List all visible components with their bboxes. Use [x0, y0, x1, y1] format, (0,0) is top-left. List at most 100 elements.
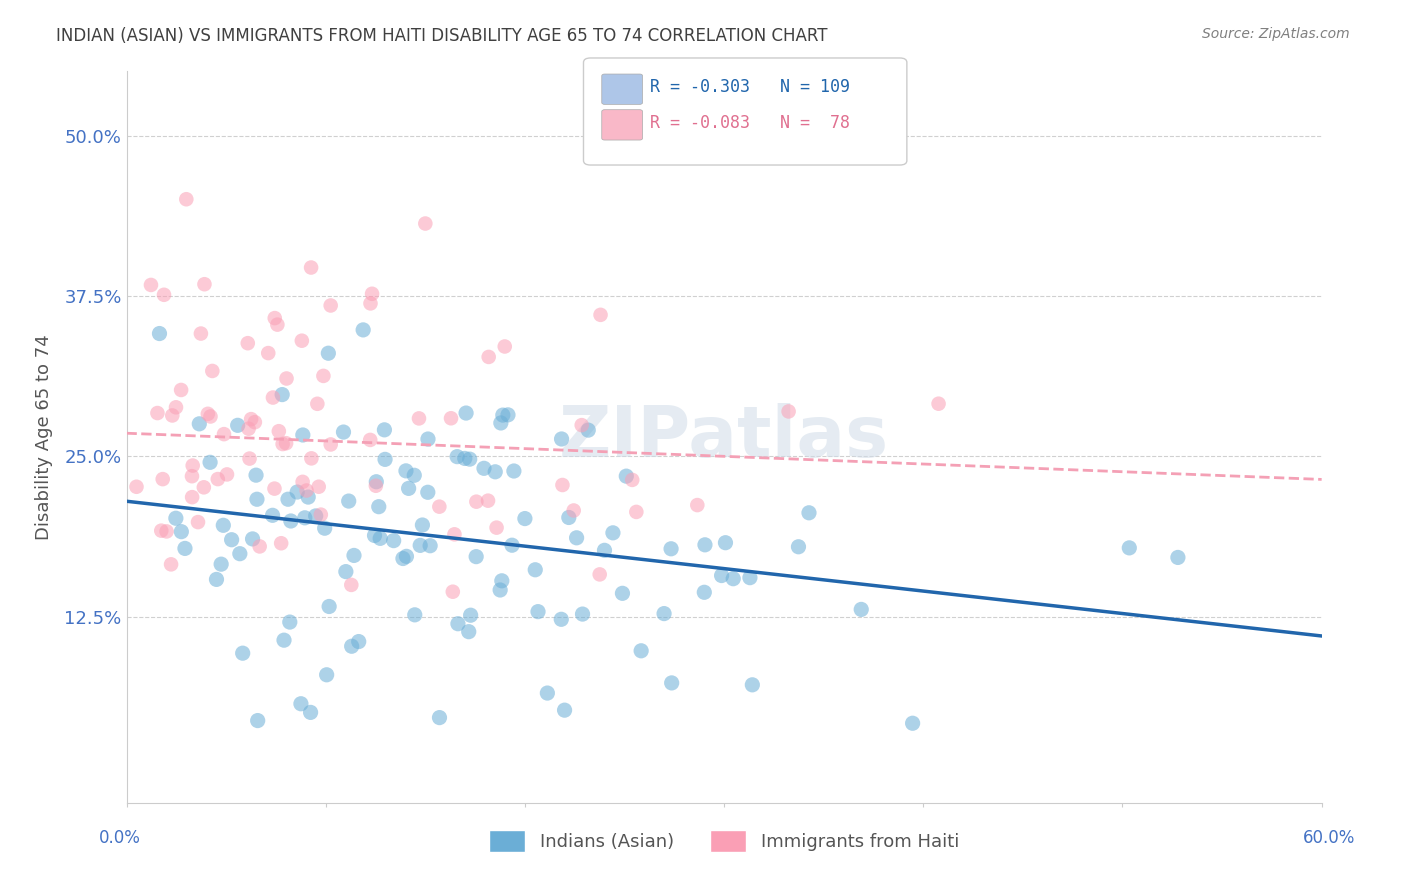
Indians (Asian) [395, 464, 418, 478]
Indians (Asian) [659, 541, 682, 556]
Indians (Asian) [446, 450, 468, 464]
Immigrants from Haiti [274, 436, 297, 450]
Indians (Asian) [527, 605, 550, 619]
Indians (Asian) [409, 538, 432, 552]
Indians (Asian) [297, 490, 319, 504]
Text: 0.0%: 0.0% [98, 829, 141, 847]
Text: R = -0.303   N = 109: R = -0.303 N = 109 [650, 78, 849, 96]
Immigrants from Haiti [589, 308, 612, 322]
Immigrants from Haiti [686, 498, 709, 512]
Indians (Asian) [1118, 541, 1140, 555]
Indians (Asian) [554, 703, 576, 717]
Indians (Asian) [404, 607, 426, 622]
Immigrants from Haiti [257, 346, 280, 360]
Immigrants from Haiti [162, 409, 184, 423]
Text: Source: ZipAtlas.com: Source: ZipAtlas.com [1202, 27, 1350, 41]
Indians (Asian) [277, 492, 299, 507]
Immigrants from Haiti [238, 451, 260, 466]
Indians (Asian) [374, 452, 396, 467]
Indians (Asian) [318, 346, 340, 360]
Immigrants from Haiti [928, 397, 950, 411]
Immigrants from Haiti [266, 318, 288, 332]
Text: 60.0%: 60.0% [1302, 829, 1355, 847]
Indians (Asian) [489, 582, 512, 597]
Text: R = -0.083   N =  78: R = -0.083 N = 78 [650, 114, 849, 132]
Indians (Asian) [797, 506, 820, 520]
Immigrants from Haiti [494, 339, 516, 353]
Immigrants from Haiti [181, 490, 204, 504]
Immigrants from Haiti [238, 422, 260, 436]
Indians (Asian) [550, 432, 572, 446]
Indians (Asian) [489, 416, 512, 430]
Indians (Asian) [492, 408, 515, 422]
Immigrants from Haiti [146, 406, 169, 420]
Immigrants from Haiti [160, 558, 183, 572]
Immigrants from Haiti [415, 217, 437, 231]
Immigrants from Haiti [562, 503, 585, 517]
Indians (Asian) [271, 387, 294, 401]
Indians (Asian) [602, 525, 624, 540]
Immigrants from Haiti [551, 478, 574, 492]
Indians (Asian) [148, 326, 170, 341]
Indians (Asian) [278, 615, 301, 629]
Y-axis label: Disability Age 65 to 74: Disability Age 65 to 74 [35, 334, 53, 540]
Indians (Asian) [558, 510, 581, 524]
Indians (Asian) [593, 543, 616, 558]
Indians (Asian) [366, 475, 388, 489]
Immigrants from Haiti [267, 424, 290, 438]
Immigrants from Haiti [193, 480, 215, 494]
Immigrants from Haiti [295, 483, 318, 498]
Immigrants from Haiti [477, 493, 499, 508]
Indians (Asian) [661, 676, 683, 690]
Immigrants from Haiti [319, 298, 342, 312]
Immigrants from Haiti [236, 336, 259, 351]
Immigrants from Haiti [441, 584, 464, 599]
Indians (Asian) [1167, 550, 1189, 565]
Indians (Asian) [550, 612, 572, 626]
Immigrants from Haiti [181, 469, 204, 483]
Immigrants from Haiti [263, 311, 285, 326]
Indians (Asian) [226, 418, 249, 433]
Immigrants from Haiti [299, 451, 322, 466]
Indians (Asian) [571, 607, 593, 621]
Immigrants from Haiti [299, 260, 322, 275]
Indians (Asian) [693, 585, 716, 599]
Indians (Asian) [291, 428, 314, 442]
Indians (Asian) [290, 697, 312, 711]
Immigrants from Haiti [427, 500, 450, 514]
Immigrants from Haiti [271, 437, 294, 451]
Immigrants from Haiti [291, 475, 314, 489]
Indians (Asian) [454, 406, 477, 420]
Immigrants from Haiti [307, 397, 329, 411]
Immigrants from Haiti [155, 524, 177, 539]
Immigrants from Haiti [465, 494, 488, 508]
Immigrants from Haiti [626, 505, 648, 519]
Indians (Asian) [612, 586, 634, 600]
Indians (Asian) [458, 452, 481, 467]
Indians (Asian) [280, 514, 302, 528]
Indians (Asian) [367, 500, 389, 514]
Indians (Asian) [318, 599, 340, 614]
Indians (Asian) [285, 485, 308, 500]
Indians (Asian) [352, 323, 374, 337]
Indians (Asian) [314, 521, 336, 535]
Immigrants from Haiti [176, 192, 198, 206]
Indians (Asian) [294, 511, 316, 525]
Immigrants from Haiti [212, 427, 235, 442]
Indians (Asian) [454, 451, 477, 466]
Immigrants from Haiti [571, 418, 593, 433]
Immigrants from Haiti [201, 364, 224, 378]
Indians (Asian) [332, 425, 354, 439]
Immigrants from Haiti [152, 472, 174, 486]
Indians (Asian) [170, 524, 193, 539]
Indians (Asian) [174, 541, 197, 556]
Indians (Asian) [198, 455, 221, 469]
Immigrants from Haiti [309, 508, 332, 522]
Indians (Asian) [501, 538, 523, 552]
Indians (Asian) [851, 602, 873, 616]
Immigrants from Haiti [778, 404, 800, 418]
Immigrants from Haiti [240, 412, 263, 426]
Indians (Asian) [460, 608, 482, 623]
Indians (Asian) [411, 518, 433, 533]
Indians (Asian) [491, 574, 513, 588]
